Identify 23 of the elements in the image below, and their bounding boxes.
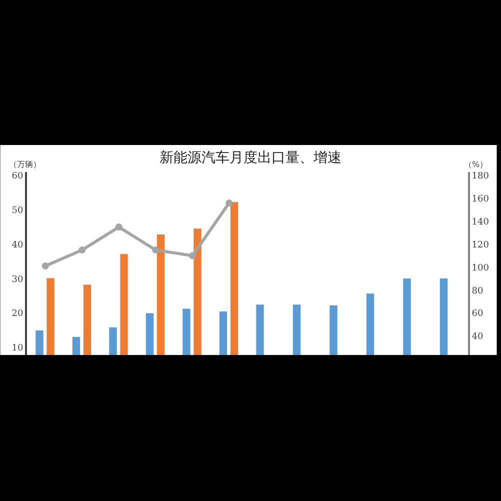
- y-tick-label: 10: [12, 344, 24, 354]
- y-tick-label: 30: [12, 274, 24, 285]
- text: （%）: [464, 160, 488, 169]
- y2-tick-label: 80: [472, 286, 484, 296]
- y2-tick-label: 140: [472, 217, 490, 228]
- point: [115, 224, 122, 231]
- point: [188, 252, 196, 260]
- y2-tick-label: 120: [472, 240, 490, 250]
- point: [226, 199, 233, 206]
- y-tick-label: 40: [12, 240, 24, 250]
- y2-tick-label: 180: [472, 172, 490, 182]
- point: [78, 246, 86, 254]
- point: [152, 246, 160, 254]
- y2-tick-label: 40: [472, 332, 484, 342]
- y2-tick-label: 100: [472, 263, 490, 274]
- y-tick-label: 60: [12, 172, 24, 182]
- y2-tick-label: 160: [472, 194, 490, 205]
- chart-title: 新能源汽车月度出口量、增速: [160, 150, 342, 166]
- y-tick-label: 20: [12, 309, 24, 320]
- text: （万辆）: [9, 160, 41, 169]
- y2-tick-label: 60: [472, 309, 484, 320]
- y-tick-label: 50: [12, 206, 24, 216]
- point: [42, 262, 49, 270]
